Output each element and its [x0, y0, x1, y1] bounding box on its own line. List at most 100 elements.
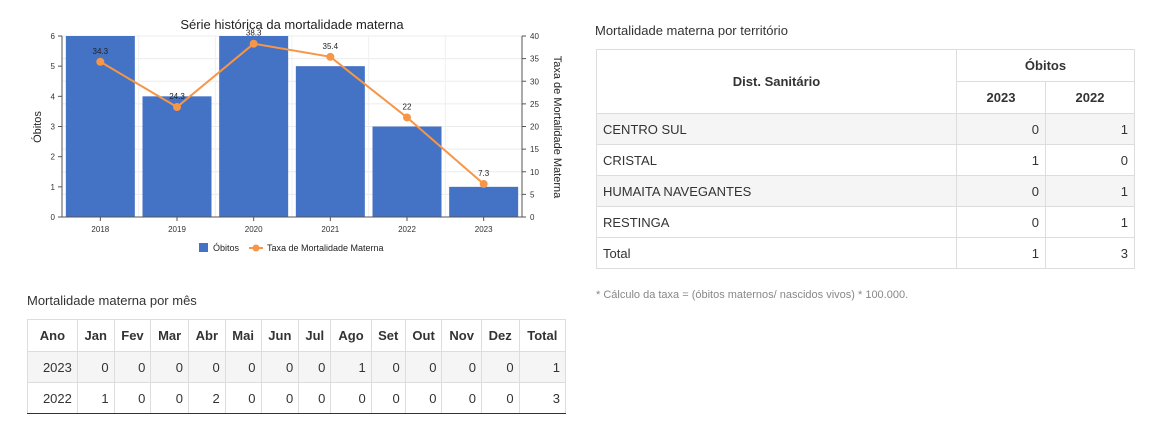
deaths-2022: 0: [1045, 144, 1135, 176]
territory-header-year[interactable]: 2023: [956, 81, 1046, 114]
monthly-value-cell: 1: [330, 351, 372, 383]
monthly-header-month[interactable]: Fev: [113, 319, 152, 352]
calculation-footnote: * Cálculo da taxa = (óbitos maternos/ na…: [596, 289, 909, 301]
right-tick-label: 15: [530, 145, 539, 154]
monthly-value-cell: 1: [76, 382, 115, 414]
bar-obitos: [449, 186, 519, 217]
right-axis-title: Taxa de Mortalidade Materna: [551, 56, 563, 199]
right-tick-label: 10: [530, 168, 539, 177]
line-data-label: 35.4: [323, 42, 339, 51]
monthly-value-cell: 0: [480, 351, 520, 383]
monthly-header-month[interactable]: Out: [404, 319, 443, 352]
monthly-header-row: Ano Jan Fev Mar Abr Mai Jun Jul Ago Set Out Nov Dez T…: [27, 319, 567, 352]
right-tick-label: 35: [530, 55, 539, 64]
bar-obitos: [295, 66, 365, 218]
x-tick-label: 2023: [475, 225, 493, 234]
monthly-header-month[interactable]: Set: [370, 319, 406, 352]
monthly-value-cell: 0: [404, 351, 443, 383]
right-tick-label: 20: [530, 123, 539, 132]
monthly-value-cell: 0: [113, 382, 152, 414]
chart-canvas: 0 1 2 3 4 5 6 0 5 10 15 20 25 30 35 40 2018 2019 2020 2021 2…: [31, 17, 563, 253]
monthly-value-cell: 0: [260, 351, 300, 383]
right-tick-label: 40: [530, 32, 539, 41]
table-row: CENTRO SUL 0 1: [596, 113, 1135, 145]
monthly-value-cell: 0: [441, 382, 482, 414]
monthly-year-cell: 2022: [27, 382, 78, 414]
deaths-2023: 1: [956, 144, 1046, 176]
total-row: Total 1 3: [596, 237, 1135, 269]
monthly-value-cell: 1: [518, 351, 567, 383]
deaths-2023: 0: [956, 175, 1046, 207]
monthly-value-cell: 0: [330, 382, 372, 414]
district-name: RESTINGA: [596, 206, 957, 238]
right-tick-label: 25: [530, 100, 539, 109]
district-name: HUMAITA NAVEGANTES: [596, 175, 957, 207]
monthly-year-cell: 2023: [27, 351, 78, 383]
monthly-value-cell: 0: [480, 382, 520, 414]
legend-label-obitos: Óbitos: [213, 243, 240, 253]
monthly-header-month[interactable]: Nov: [441, 319, 482, 352]
x-tick-label: 2019: [168, 225, 186, 234]
monthly-value-cell: 0: [298, 382, 332, 414]
right-tick-label: 0: [530, 213, 535, 222]
line-data-label: 34.3: [93, 47, 109, 56]
monthly-header-month[interactable]: Total: [518, 319, 567, 352]
monthly-value-cell: 0: [150, 382, 189, 414]
monthly-header-month[interactable]: Jun: [260, 319, 300, 352]
monthly-header-month[interactable]: Dez: [480, 319, 520, 352]
district-name: CENTRO SUL: [596, 113, 957, 145]
monthly-value-cell: 0: [298, 351, 332, 383]
left-tick-label: 3: [51, 123, 56, 132]
monthly-value-cell: 0: [76, 351, 115, 383]
left-tick-label: 4: [51, 92, 56, 101]
bar-obitos: [372, 126, 442, 217]
total-label: Total: [596, 237, 957, 269]
monthly-value-cell: 0: [224, 351, 262, 383]
deaths-2022: 1: [1045, 175, 1135, 207]
line-data-label: 24.3: [169, 92, 185, 101]
legend-swatch-taxa-point: [252, 244, 260, 252]
monthly-header-month[interactable]: Mai: [224, 319, 262, 352]
monthly-value-cell: 0: [260, 382, 300, 414]
territory-section-title: Mortalidade materna por território: [595, 23, 788, 38]
left-tick-label: 2: [51, 153, 56, 162]
territory-header-group: Óbitos: [956, 49, 1135, 82]
line-taxa: [99, 42, 485, 185]
territory-header-year[interactable]: 2022: [1045, 81, 1135, 114]
monthly-header-month[interactable]: Mar: [150, 319, 189, 352]
deaths-2023: 0: [956, 206, 1046, 238]
line-point: [326, 52, 335, 61]
monthly-value-cell: 0: [187, 351, 226, 383]
line-point: [96, 57, 105, 66]
left-axis-title: Óbitos: [31, 111, 44, 143]
territory-table: Dist. Sanitário Óbitos 2023 2022 CENTRO …: [596, 49, 1135, 269]
territory-header-district[interactable]: Dist. Sanitário: [596, 49, 957, 114]
monthly-value-cell: 0: [441, 351, 482, 383]
deaths-2022: 1: [1045, 206, 1135, 238]
monthly-header-month[interactable]: Jan: [76, 319, 115, 352]
monthly-value-cell: 3: [518, 382, 567, 414]
line-point: [173, 103, 181, 112]
monthly-value-cell: 0: [150, 351, 189, 383]
line-data-label: 38.3: [246, 29, 262, 38]
table-row: RESTINGA 0 1: [596, 206, 1135, 238]
x-tick-label: 2020: [245, 225, 263, 234]
monthly-header-month[interactable]: Jul: [298, 319, 332, 352]
monthly-header-month[interactable]: Ago: [330, 319, 372, 352]
line-data-label: 22: [403, 102, 412, 111]
left-tick-label: 5: [51, 62, 56, 71]
x-tick-label: 2022: [398, 225, 416, 234]
table-row: HUMAITA NAVEGANTES 0 1: [596, 175, 1135, 207]
monthly-value-cell: 0: [370, 351, 406, 383]
bar-obitos: [219, 36, 289, 217]
monthly-header-year[interactable]: Ano: [27, 319, 78, 352]
legend-swatch-obitos: [199, 243, 208, 252]
table-row: CRISTAL 1 0: [596, 144, 1135, 176]
deaths-2023: 0: [956, 113, 1046, 145]
monthly-header-month[interactable]: Abr: [187, 319, 226, 352]
total-2023: 1: [956, 237, 1046, 269]
monthly-table: Ano Jan Fev Mar Abr Mai Jun Jul Ago Set Out Nov Dez T…: [27, 319, 567, 414]
monthly-body: 2023 0 0 0 0 0 0 0 1 0 0 0 0 1 2022 1 0 0 2 0 0 0 0 0 0 0 0 3: [27, 351, 567, 414]
right-tick-label: 5: [530, 190, 535, 199]
x-tick-label: 2018: [91, 225, 109, 234]
